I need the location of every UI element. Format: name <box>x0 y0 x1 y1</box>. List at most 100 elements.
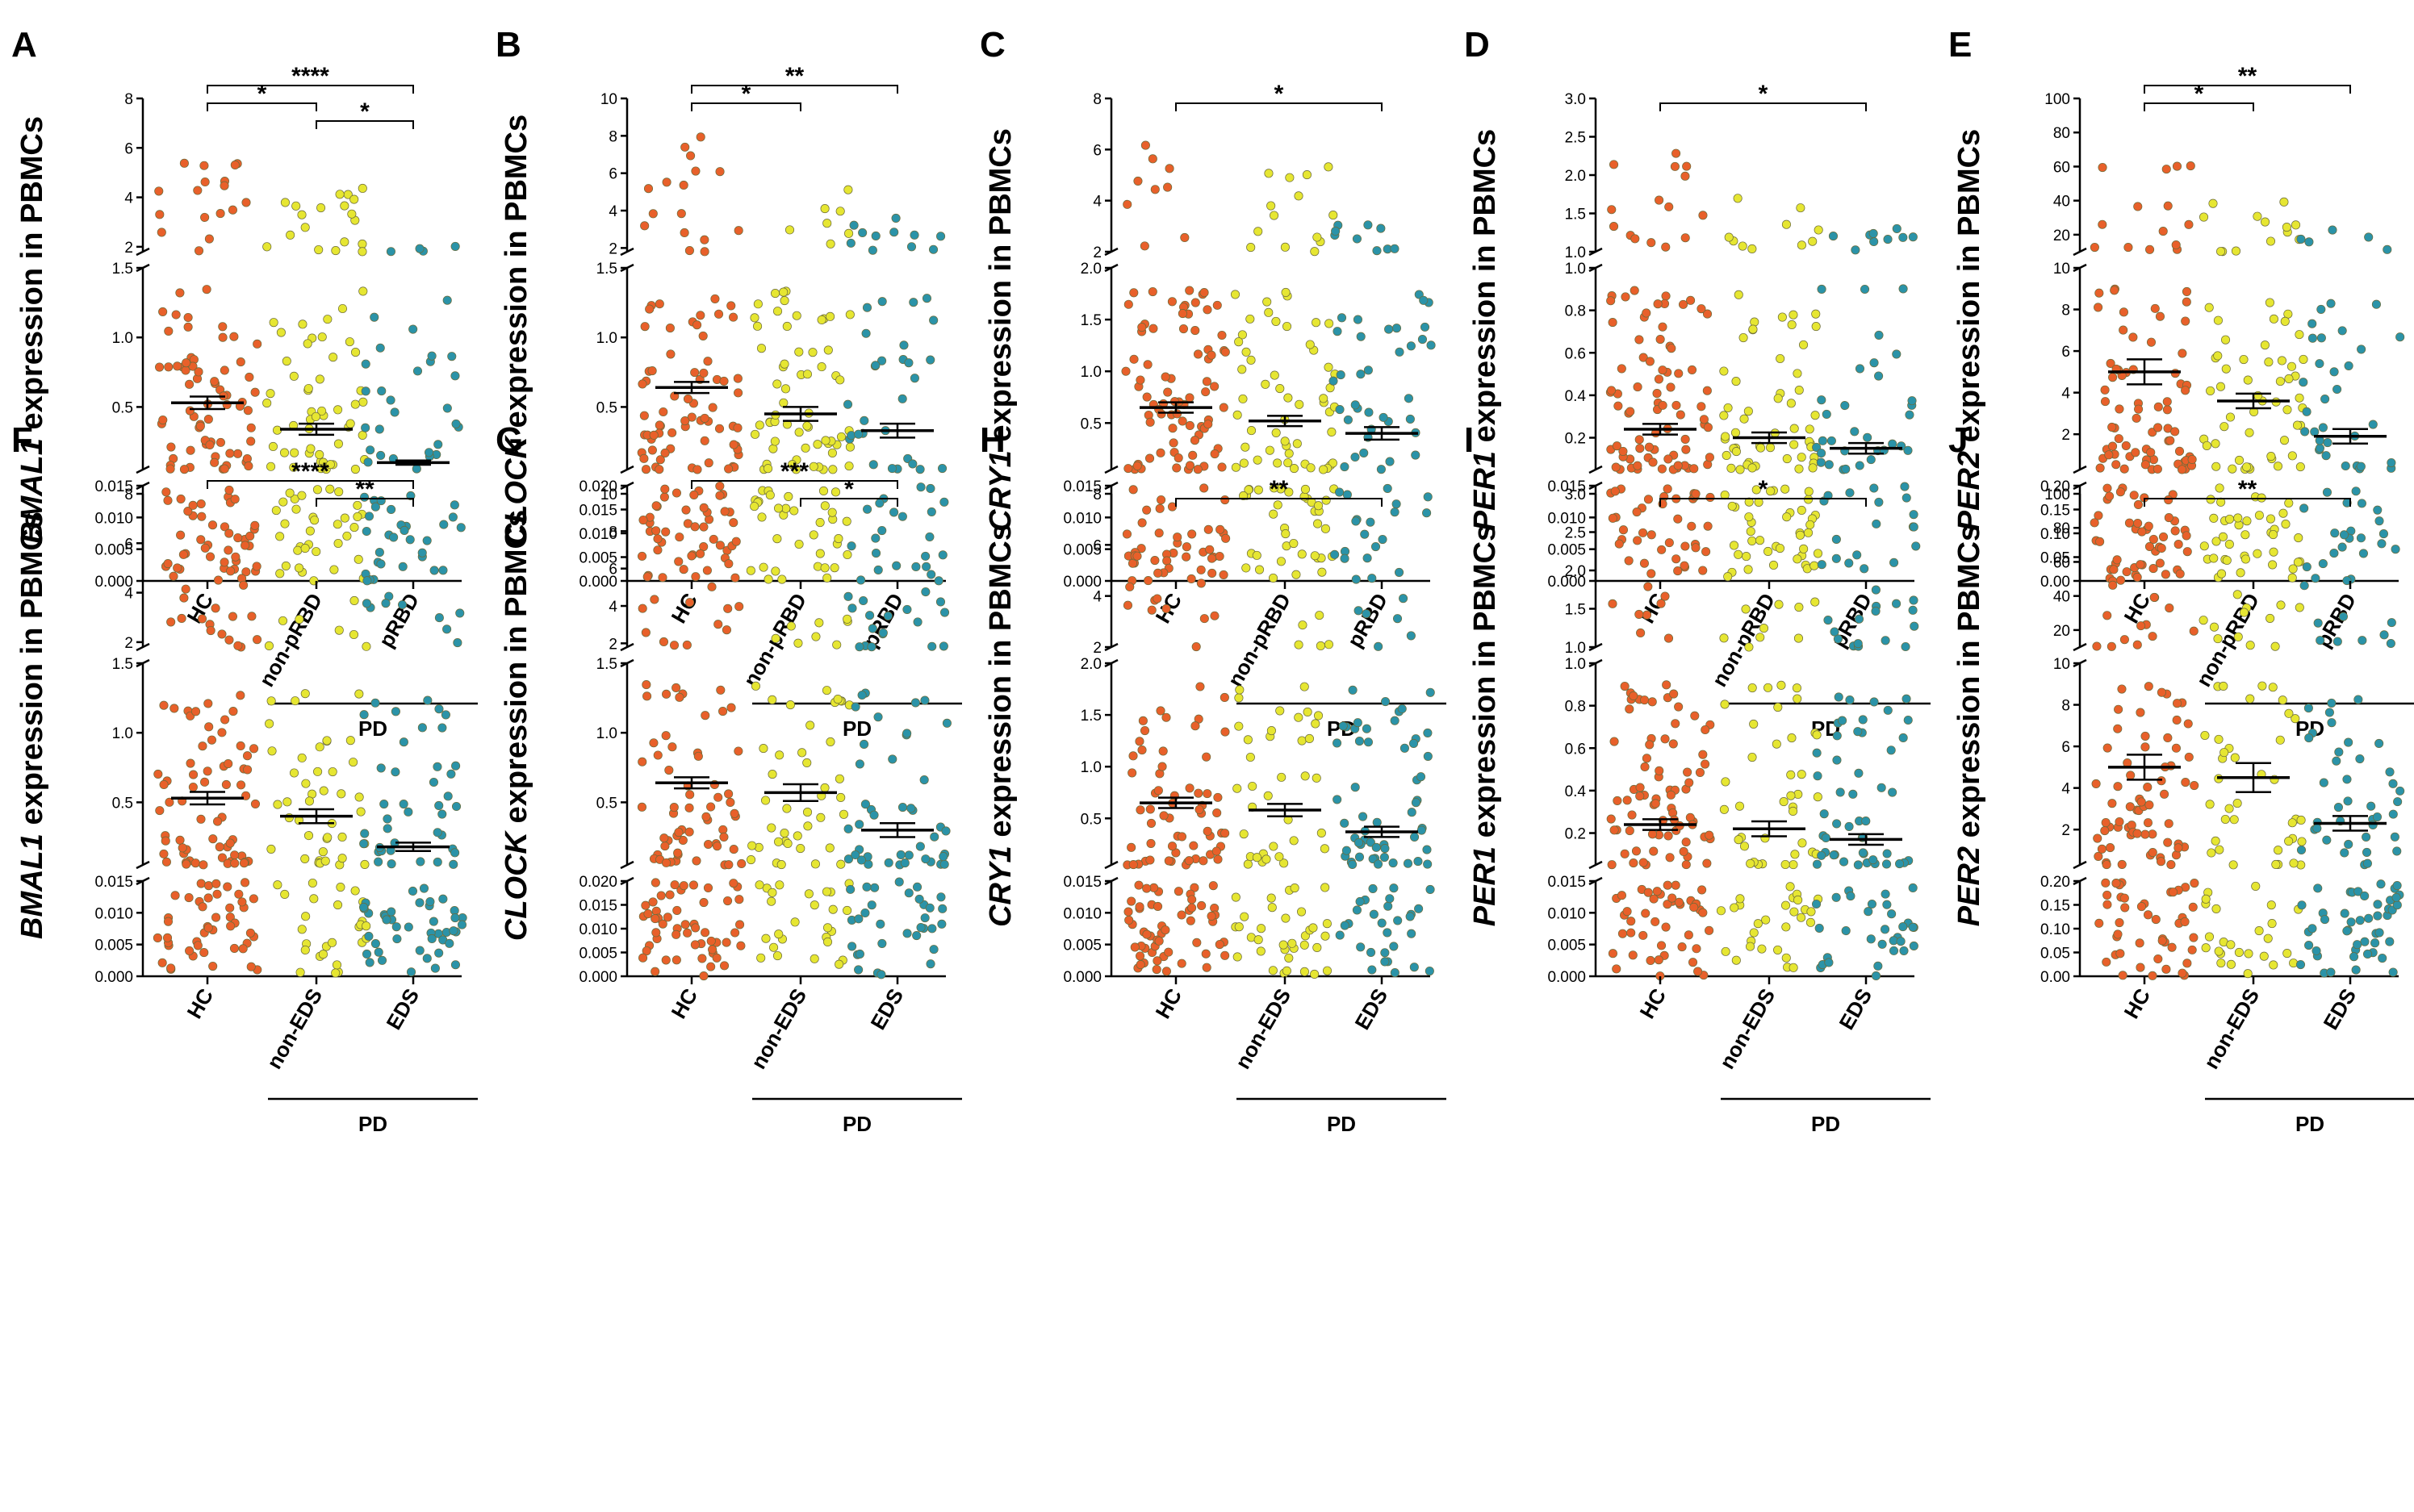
data-point <box>731 537 741 546</box>
data-point <box>1264 307 1274 317</box>
x-category-label: HC <box>182 984 218 1023</box>
data-point <box>2329 549 2339 558</box>
data-point <box>1680 233 1690 243</box>
data-point <box>453 638 462 648</box>
data-point <box>670 880 680 890</box>
data-point <box>1868 228 1878 238</box>
data-point <box>1766 443 1776 453</box>
data-point <box>701 812 711 821</box>
data-point <box>1905 410 1914 420</box>
data-point <box>1316 828 1326 837</box>
data-point <box>1655 195 1664 205</box>
data-point <box>2332 384 2342 395</box>
data-point <box>1240 442 1250 452</box>
data-point <box>2273 462 2283 471</box>
data-point <box>1303 707 1312 716</box>
data-point <box>1863 432 1872 442</box>
data-point <box>194 246 204 256</box>
data-point <box>246 962 256 971</box>
y-tick-label: 0.020 <box>579 478 617 495</box>
y-axis-label-suffix: expression in PBMCs <box>1468 524 1502 846</box>
data-point <box>1263 791 1273 800</box>
data-point <box>387 859 396 869</box>
data-point <box>1269 842 1278 851</box>
data-point <box>671 955 681 965</box>
data-point <box>1823 616 1833 625</box>
data-point <box>1230 290 1240 299</box>
data-point <box>1313 711 1324 720</box>
data-point <box>1811 309 1821 319</box>
data-point <box>429 917 438 926</box>
data-point <box>1773 394 1783 403</box>
data-point <box>820 783 830 793</box>
data-point <box>889 228 899 237</box>
data-point <box>775 880 784 890</box>
data-point <box>205 440 215 449</box>
data-point <box>2304 941 2314 950</box>
data-point <box>2188 902 2198 912</box>
data-point <box>2144 682 2153 691</box>
data-point <box>1613 796 1622 805</box>
data-point <box>1635 783 1645 792</box>
data-point <box>939 641 948 651</box>
data-point <box>867 900 876 910</box>
data-point <box>785 700 795 710</box>
data-point <box>317 332 327 342</box>
data-point <box>266 389 275 399</box>
data-point <box>301 779 311 788</box>
data-point <box>289 371 299 381</box>
data-point <box>1608 318 1617 328</box>
y-tick-label: 0.15 <box>2040 503 2070 520</box>
data-point <box>1426 340 1436 350</box>
data-point <box>2111 460 2121 470</box>
data-point <box>224 759 233 769</box>
data-point <box>1312 318 1321 328</box>
y-axis-label: CLOCK expression in PBMCs <box>500 115 533 545</box>
data-point <box>327 938 337 947</box>
data-point <box>1389 883 1399 893</box>
data-point <box>2209 553 2219 563</box>
data-point <box>1262 297 1272 307</box>
data-point <box>2190 780 2199 791</box>
data-point <box>1177 832 1187 842</box>
y-axis-label-suffix: expression in PBMCs <box>1952 524 1986 846</box>
y-tick-label: 0.000 <box>579 574 617 591</box>
data-point <box>1608 949 1617 959</box>
data-point <box>661 731 671 741</box>
data-point <box>2175 569 2185 578</box>
x-category-label: non-EDS <box>261 984 327 1073</box>
data-point <box>690 940 700 950</box>
data-point <box>1294 712 1303 722</box>
data-point <box>1826 436 1836 445</box>
data-point <box>1390 244 1399 253</box>
data-point <box>1196 578 1206 588</box>
data-point <box>1629 691 1638 700</box>
data-point <box>1208 881 1218 891</box>
data-point <box>1781 219 1791 229</box>
data-point <box>1320 844 1329 854</box>
y-tick-label: 0.000 <box>94 969 133 986</box>
data-point <box>278 616 288 625</box>
data-point <box>434 704 444 714</box>
data-point <box>672 905 682 915</box>
data-point <box>734 602 744 612</box>
data-point <box>1392 614 1403 624</box>
data-point <box>1749 719 1759 729</box>
data-point <box>847 942 857 951</box>
data-point <box>1817 850 1826 860</box>
data-point <box>449 859 458 869</box>
x-category-label: non-EDS <box>1230 984 1295 1073</box>
data-point <box>1730 903 1739 913</box>
data-point <box>2312 824 2322 833</box>
data-point <box>224 545 233 555</box>
data-point <box>1779 797 1789 807</box>
data-point <box>1388 858 1398 868</box>
data-point <box>939 608 950 617</box>
data-point <box>206 625 215 636</box>
data-point <box>1757 944 1767 954</box>
data-point <box>2132 572 2142 583</box>
data-point <box>1316 641 1325 651</box>
data-point <box>910 374 919 383</box>
data-point <box>1157 409 1166 419</box>
